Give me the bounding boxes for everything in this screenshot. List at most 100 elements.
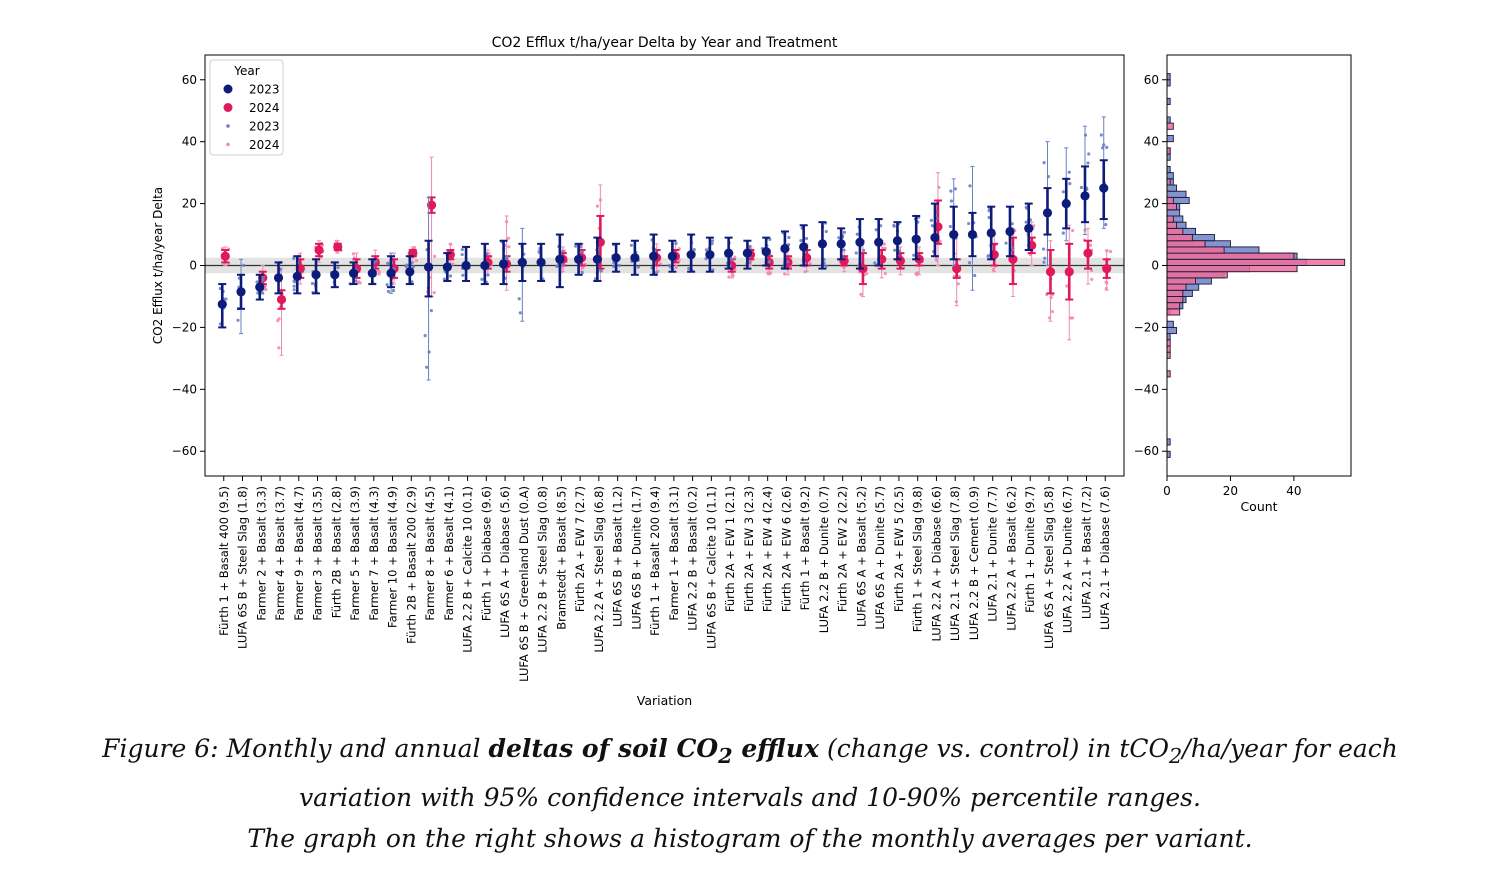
hist-y-tick-label: 40 bbox=[1144, 135, 1159, 149]
monthly-point-2023 bbox=[460, 252, 464, 257]
x-tick-label: Fürth 2A + EW 4 (2.4) bbox=[761, 486, 775, 612]
x-tick-label: LUFA 6S B + Steel Slag (1.8) bbox=[236, 486, 250, 649]
monthly-point-2023 bbox=[730, 257, 734, 261]
chart-title: CO2 Efflux t/ha/year Delta by Year and T… bbox=[492, 35, 838, 51]
mean-marker-2023 bbox=[724, 248, 734, 258]
legend-box bbox=[209, 59, 284, 156]
x-tick-label: LUFA 2.2 B + Basalt (0.2) bbox=[686, 486, 700, 631]
monthly-point-2023 bbox=[1061, 231, 1065, 235]
monthly-point-2024 bbox=[1065, 284, 1069, 288]
monthly-point-2023 bbox=[242, 263, 246, 267]
mean-marker-2023 bbox=[874, 237, 884, 247]
mean-marker-2023 bbox=[611, 253, 621, 263]
monthly-point-2023 bbox=[599, 269, 603, 273]
histogram-bar-2023 bbox=[1166, 209, 1181, 217]
x-tick-label: Farmer 1 + Basalt (3.1) bbox=[667, 486, 681, 621]
x-tick-label: Farmer 4 + Basalt (3.7) bbox=[273, 486, 287, 621]
monthly-point-2023 bbox=[480, 277, 484, 281]
monthly-point-2023 bbox=[410, 280, 414, 284]
y-tick-label: 40 bbox=[182, 135, 197, 149]
monthly-point-2024 bbox=[783, 272, 787, 276]
x-tick-label: LUFA 6S A + Basalt (5.2) bbox=[854, 486, 868, 627]
monthly-point-2023 bbox=[929, 218, 934, 222]
mean-marker-2023 bbox=[236, 287, 246, 297]
monthly-point-2023 bbox=[930, 224, 935, 228]
monthly-point-2023 bbox=[893, 248, 897, 252]
monthly-point-2023 bbox=[987, 209, 991, 213]
monthly-point-2024 bbox=[1089, 268, 1094, 273]
x-tick-label: Fürth 1 + Dunite (9.7) bbox=[1023, 486, 1037, 613]
monthly-point-2024 bbox=[1069, 316, 1073, 320]
mean-marker-2023 bbox=[1080, 191, 1090, 201]
mean-marker-2023 bbox=[217, 299, 227, 309]
monthly-point-2024 bbox=[377, 272, 381, 276]
mean-marker-2023 bbox=[817, 239, 828, 249]
monthly-point-2023 bbox=[486, 273, 490, 277]
monthly-point-2024 bbox=[1108, 249, 1113, 254]
x-tick-label: Farmer 6 + Basalt (4.1) bbox=[442, 486, 456, 621]
mean-marker-2023 bbox=[705, 250, 715, 260]
monthly-point-2023 bbox=[292, 256, 296, 260]
hist-y-tick-label: −40 bbox=[1134, 382, 1159, 396]
monthly-point-2023 bbox=[1024, 220, 1028, 224]
monthly-point-2023 bbox=[448, 274, 453, 278]
monthly-point-2023 bbox=[804, 236, 809, 241]
mean-marker-2024 bbox=[1102, 263, 1112, 274]
histogram-bar-2023 bbox=[1166, 172, 1174, 180]
monthly-point-2023 bbox=[293, 280, 297, 284]
mean-marker-2023 bbox=[1061, 198, 1071, 209]
monthly-point-2023 bbox=[442, 277, 446, 281]
figure: −60 −40 −20 0 20 40 60 Fürth 1 + Basalt 400 (9.… bbox=[151, 35, 1352, 708]
x-tick-label: LUFA 2.2 A + Basalt (6.2) bbox=[1004, 486, 1018, 631]
hist-y-tick-label: −60 bbox=[1134, 444, 1159, 458]
monthly-point-2023 bbox=[968, 184, 972, 188]
monthly-point-2024 bbox=[731, 274, 735, 278]
main-chart: −60 −40 −20 0 20 40 60 Fürth 1 + Basalt 400 (9.… bbox=[151, 35, 1125, 708]
histogram-bar-2024 bbox=[1166, 283, 1187, 291]
mean-marker-2024 bbox=[952, 263, 962, 274]
mean-marker-2023 bbox=[1005, 226, 1015, 237]
monthly-point-2023 bbox=[336, 265, 340, 270]
mean-marker-2023 bbox=[311, 270, 321, 280]
monthly-point-2024 bbox=[883, 271, 887, 276]
monthly-point-2024 bbox=[808, 261, 812, 266]
hist-y-tick-label: 0 bbox=[1151, 259, 1159, 273]
monthly-point-2023 bbox=[873, 261, 877, 265]
legend: Year 2023 2024 2023 2024 bbox=[209, 59, 284, 156]
x-tick-label: Farmer 9 + Basalt (4.7) bbox=[292, 486, 306, 621]
monthly-point-2023 bbox=[261, 278, 265, 282]
monthly-point-2024 bbox=[1090, 277, 1094, 282]
hist-x-tick-label: 20 bbox=[1223, 484, 1238, 498]
x-tick-label: Farmer 7 + Basalt (4.3) bbox=[367, 486, 381, 621]
mean-marker-2023 bbox=[836, 239, 846, 249]
monthly-point-2023 bbox=[461, 273, 465, 277]
monthly-point-2023 bbox=[386, 289, 390, 294]
x-tick-label: LUFA 2.2 A + Diabase (6.6) bbox=[929, 486, 943, 642]
mean-marker-2023 bbox=[967, 229, 978, 240]
monthly-point-2023 bbox=[1099, 133, 1103, 137]
monthly-point-2023 bbox=[837, 236, 841, 240]
mean-marker-2024 bbox=[1083, 248, 1093, 258]
y-axis-label: CO2 Efflux t/ha/year Delta bbox=[151, 187, 165, 344]
monthly-point-2023 bbox=[555, 264, 559, 268]
x-tick-label: LUFA 6S B + Greenland Dust (0.A) bbox=[517, 486, 531, 682]
mean-marker-2023 bbox=[761, 246, 771, 257]
histogram-bar-2024 bbox=[1166, 221, 1177, 229]
monthly-point-2023 bbox=[1079, 185, 1084, 190]
monthly-point-2023 bbox=[580, 270, 584, 275]
monthly-point-2024 bbox=[351, 252, 355, 256]
histogram-bar-2023 bbox=[1166, 326, 1177, 335]
monthly-point-2023 bbox=[617, 263, 621, 268]
monthly-point-2023 bbox=[667, 263, 671, 268]
monthly-point-2023 bbox=[236, 318, 240, 322]
monthly-point-2023 bbox=[427, 350, 431, 354]
mean-marker-2023 bbox=[405, 267, 415, 277]
monthly-point-2023 bbox=[425, 365, 429, 369]
mean-marker-2024 bbox=[1064, 267, 1074, 277]
monthly-point-2023 bbox=[386, 261, 390, 265]
mean-marker-2023 bbox=[892, 236, 903, 246]
monthly-point-2023 bbox=[629, 243, 634, 247]
x-tick-label: LUFA 2.2 B + Dunite (0.7) bbox=[817, 486, 831, 633]
mean-marker-2023 bbox=[986, 228, 996, 238]
mean-marker-2023 bbox=[367, 268, 377, 278]
